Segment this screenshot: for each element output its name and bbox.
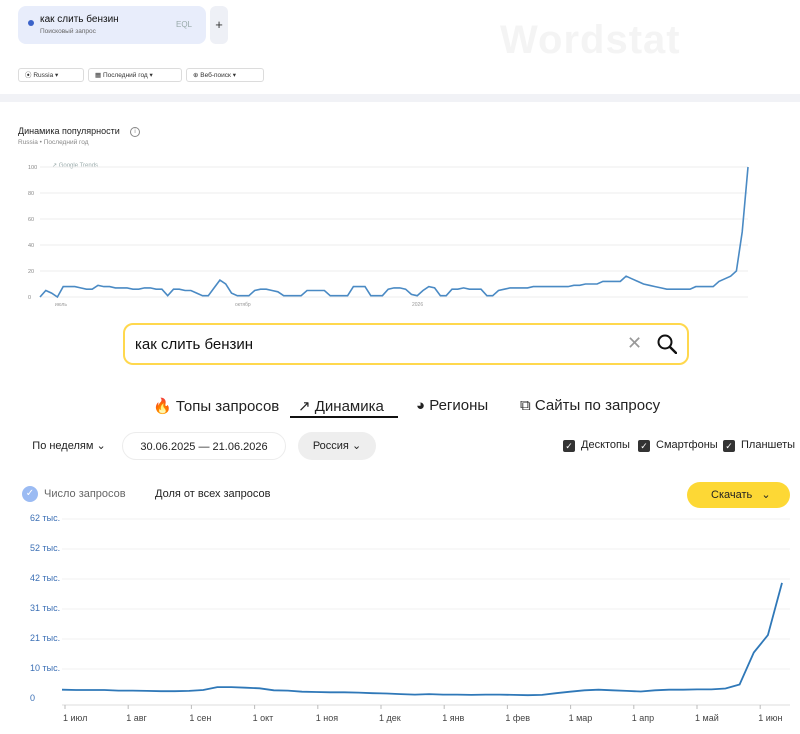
download-label: Скачать — [711, 489, 753, 501]
search-icon[interactable] — [657, 334, 677, 354]
divider-band — [0, 94, 800, 102]
trends-legend-label: Google Trends — [58, 163, 99, 169]
tab-top-queries[interactable]: 🔥 Топы запросов — [153, 397, 279, 415]
trends-ytick: 80 — [28, 191, 34, 197]
trends-ytick: 100 — [28, 165, 37, 171]
wordstat-ytick: 62 тыс. — [30, 513, 61, 523]
period-filter[interactable]: ▦ Последний год ▾ — [88, 68, 182, 82]
series-color-dot — [28, 20, 34, 26]
chevron-down-icon: ⌄ — [351, 440, 362, 452]
clear-icon[interactable]: ✕ — [627, 333, 643, 353]
desktops-checkbox[interactable]: ✓ — [563, 440, 575, 452]
search-type-label: Веб-поиск — [200, 72, 231, 79]
wordstat-xtick: 1 сен — [189, 713, 212, 723]
wordstat-xtick: 1 ноя — [315, 713, 339, 723]
tab-sites-label: Сайты по запросу — [534, 397, 661, 414]
trends-ytick: 0 — [28, 295, 31, 301]
trends-subtitle: Russia • Последний год — [18, 139, 89, 146]
grouping-select[interactable]: По неделям ⌄ — [22, 432, 116, 460]
trends-xtick: июль — [55, 302, 67, 308]
wordstat-ytick: 31 тыс. — [30, 603, 61, 613]
query-chip-text: как слить бензин — [40, 14, 119, 25]
smartphones-checkbox[interactable]: ✓ — [638, 440, 650, 452]
download-button[interactable]: Скачать ⌄ — [687, 482, 790, 508]
count-label: Число запросов — [44, 488, 126, 500]
count-radio[interactable]: ✓ — [22, 486, 38, 502]
chevron-down-icon: ⌄ — [96, 440, 106, 452]
date-range-label: 30.06.2025 — 21.06.2026 — [140, 441, 268, 453]
wordstat-xtick: 1 окт — [252, 713, 274, 723]
query-chip-subtitle: Поисковый запрос — [40, 28, 96, 35]
tab-regions-label: Регионы — [429, 397, 489, 414]
chevron-down-icon: ⌄ — [761, 489, 771, 501]
wordstat-xtick: 1 дек — [379, 713, 401, 723]
tablets-checkbox[interactable]: ✓ — [723, 440, 735, 452]
wordstat-ytick: 0 — [30, 693, 36, 703]
trends-ytick: 40 — [28, 243, 34, 249]
region-label: Россия — [312, 440, 349, 452]
grouping-label: По неделям — [32, 440, 94, 452]
location-pin-icon: ⦿ — [25, 72, 32, 79]
active-tab-underline — [290, 416, 398, 418]
wordstat-xtick: 1 апр — [631, 713, 655, 723]
query-chip[interactable]: как слить бензин Поисковый запрос ЕQL — [18, 6, 206, 44]
wordstat-xtick: 1 июн — [758, 713, 783, 723]
region-filter[interactable]: ⦿ Russia ▾ — [18, 68, 84, 82]
date-range-input[interactable]: 30.06.2025 — 21.06.2026 — [122, 432, 286, 460]
tablets-label: Планшеты — [741, 439, 796, 451]
trend-icon: ↗ — [298, 398, 311, 415]
trends-series-line — [39, 166, 749, 299]
search-type-filter[interactable]: ⊕ Веб-поиск ▾ — [186, 68, 264, 82]
trends-xtick: октябр — [235, 302, 251, 308]
external-link-icon: ⧉ — [520, 397, 531, 414]
desktops-label: Десктопы — [581, 439, 630, 451]
wordstat-xtick: 1 мар — [568, 713, 593, 723]
trends-ytick: 20 — [28, 269, 34, 275]
calendar-icon: ▦ — [95, 72, 102, 79]
region-select[interactable]: Россия ⌄ — [298, 432, 376, 460]
share-option[interactable]: Доля от всех запросов — [155, 488, 271, 500]
globe-icon: ◕ — [416, 397, 426, 414]
trends-ytick: 60 — [28, 217, 34, 223]
add-query-button[interactable]: + — [210, 6, 228, 44]
wordstat-xtick: 1 янв — [442, 713, 465, 723]
wordstat-xtick: 1 июл — [63, 713, 88, 723]
wordstat-ytick: 21 тыс. — [30, 633, 61, 643]
period-filter-label: Последний год — [102, 72, 148, 79]
tab-dynamics-label: Динамика — [314, 398, 384, 415]
tab-dynamics[interactable]: ↗ Динамика — [298, 397, 384, 415]
trends-chart: 100 80 60 40 20 0 июль октябр 2026 — [28, 165, 749, 308]
tab-sites[interactable]: ⧉ Сайты по запросу — [520, 397, 660, 414]
eq-icon: ЕQL — [176, 20, 193, 29]
trends-legend: ↗ Google Trends — [52, 163, 99, 169]
wordstat-ytick: 42 тыс. — [30, 573, 61, 583]
globe-icon: ⊕ — [193, 72, 199, 79]
wordstat-series-line — [61, 582, 783, 697]
wordstat-xtick: 1 май — [695, 713, 719, 723]
search-box[interactable]: как слить бензин ✕ — [123, 323, 689, 365]
info-icon[interactable]: i — [130, 127, 140, 137]
wordstat-ytick: 52 тыс. — [30, 543, 61, 553]
wordstat-chart — [61, 518, 790, 709]
watermark: Wordstat — [500, 18, 681, 62]
wordstat-xtick: 1 авг — [126, 713, 147, 723]
smartphones-label: Смартфоны — [656, 439, 718, 451]
wordstat-xtick: 1 фев — [505, 713, 531, 723]
fire-icon: 🔥 — [153, 398, 172, 415]
search-input[interactable]: как слить бензин — [135, 336, 254, 353]
tab-top-queries-label: Топы запросов — [175, 398, 280, 415]
trends-title: Динамика популярности — [18, 126, 120, 136]
region-filter-label: Russia — [33, 72, 54, 79]
tab-regions[interactable]: ◕ Регионы — [416, 397, 488, 414]
wordstat-ytick: 10 тыс. — [30, 663, 61, 673]
trends-xtick: 2026 — [412, 302, 423, 308]
